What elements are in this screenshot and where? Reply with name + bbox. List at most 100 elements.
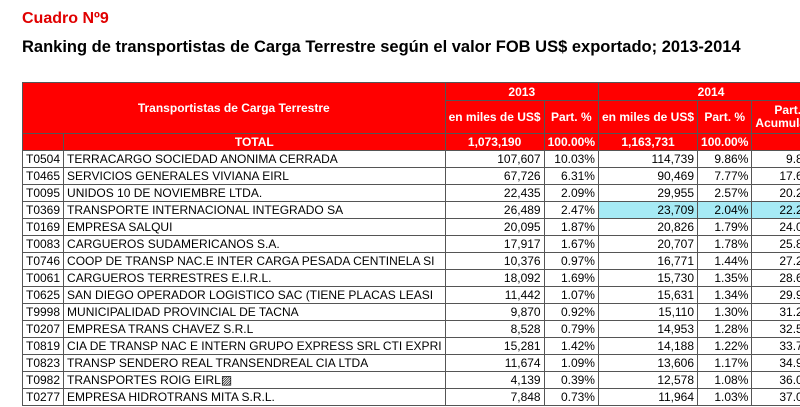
cell-value-2013: 11,674 (444, 354, 545, 372)
cell-code: T0169 (21, 218, 65, 236)
cell-part-2014: 1.44% (697, 252, 753, 270)
total-value-2013: 1,073,190 (444, 133, 545, 151)
cell-name: TRANSPORTES ROIG EIRL▨ (63, 371, 446, 389)
header-part-2013: Part. % (543, 100, 599, 134)
cell-value-2013: 15,281 (444, 337, 545, 355)
table-row: T0625 SAN DIEGO OPERADOR LOGISTICO SAC (T… (21, 286, 800, 304)
cell-code: T0746 (21, 252, 65, 270)
cell-value-2014: 90,469 (597, 167, 699, 185)
table-number: Cuadro Nº9 (22, 10, 109, 27)
cell-part-2014: 1.17% (697, 354, 753, 372)
total-code (21, 133, 65, 151)
total-part-2013: 100.00% (543, 133, 599, 151)
cell-value-2013: 17,917 (444, 235, 545, 253)
cell-name: TRANSPORTE INTERNACIONAL INTEGRADO SA (63, 201, 446, 219)
table-row: T0207 EMPRESA TRANS CHAVEZ S.R.L 8,528 0.79… (21, 320, 800, 338)
cell-part-acum: 17.63% (751, 167, 800, 185)
cell-name: CARGUEROS TERRESTRES E.I.R.L. (63, 269, 446, 287)
cell-code: T0061 (21, 269, 65, 287)
header-value-2013: en miles de US$ (444, 100, 545, 134)
cell-part-acum: 32.53% (751, 320, 800, 338)
cell-part-2013: 1.69% (543, 269, 599, 287)
cell-part-2013: 10.03% (543, 150, 599, 168)
cell-value-2014: 114,739 (597, 150, 699, 168)
table-row: T0277 EMPRESA HIDROTRANS MITA S.R.L. 7,848… (21, 388, 800, 406)
cell-value-2013: 107,607 (444, 150, 545, 168)
total-value-2014: 1,163,731 (597, 133, 699, 151)
cell-part-acum: 37.03% (751, 388, 800, 406)
cell-part-acum: 22.24% (751, 201, 800, 219)
cell-part-acum: 27.26% (751, 252, 800, 270)
cell-value-2014: 16,771 (597, 252, 699, 270)
cell-value-2013: 67,726 (444, 167, 545, 185)
cell-part-2013: 6.31% (543, 167, 599, 185)
cell-part-2013: 0.92% (543, 303, 599, 321)
cell-value-2014: 23,709 (597, 201, 699, 219)
cell-code: T0277 (21, 388, 65, 406)
table-row: T0369 TRANSPORTE INTERNACIONAL INTEGRADO … (21, 201, 800, 219)
table-row: T0169 EMPRESA SALQUI 20,095 1.87% 20,826 1.79… (21, 218, 800, 236)
cell-value-2014: 29,955 (597, 184, 699, 202)
cell-code: T0819 (21, 337, 65, 355)
table-row: T0061 CARGUEROS TERRESTRES E.I.R.L. 18,092… (21, 269, 800, 287)
header-2013: 2013 (444, 82, 599, 101)
cell-part-2013: 1.42% (543, 337, 599, 355)
table-row: T0746 COOP DE TRANSP NAC.E INTER CARGA PE… (21, 252, 800, 270)
ranking-table: Transportistas de Carga Terrestre 2013 2… (21, 82, 800, 406)
cell-part-2014: 1.08% (697, 371, 753, 389)
cell-value-2014: 20,707 (597, 235, 699, 253)
cell-part-2013: 0.39% (543, 371, 599, 389)
cell-part-acum: 31.25% (751, 303, 800, 321)
cell-code: T0369 (21, 201, 65, 219)
cell-code: T0504 (21, 150, 65, 168)
cell-value-2013: 11,442 (444, 286, 545, 304)
cell-part-2014: 1.03% (697, 388, 753, 406)
cell-name: MUNICIPALIDAD PROVINCIAL DE TACNA (63, 303, 446, 321)
cell-code: T0083 (21, 235, 65, 253)
cell-name: SERVICIOS GENERALES VIVIANA EIRL (63, 167, 446, 185)
cell-part-2013: 1.67% (543, 235, 599, 253)
cell-value-2013: 4,139 (444, 371, 545, 389)
table-row: T0982 TRANSPORTES ROIG EIRL▨ 4,139 0.39% 12,… (21, 371, 800, 389)
cell-value-2013: 8,528 (444, 320, 545, 338)
table-title: Ranking de transportistas de Carga Terre… (22, 38, 741, 56)
table-row: T0095 UNIDOS 10 DE NOVIEMBRE LTDA. 22,435 2… (21, 184, 800, 202)
cell-value-2013: 10,376 (444, 252, 545, 270)
cell-value-2014: 11,964 (597, 388, 699, 406)
cell-part-2014: 1.28% (697, 320, 753, 338)
cell-name: CARGUEROS SUDAMERICANOS S.A. (63, 235, 446, 253)
cell-part-2013: 0.97% (543, 252, 599, 270)
total-label: TOTAL (63, 133, 446, 151)
table-row: T0083 CARGUEROS SUDAMERICANOS S.A. 17,917 1… (21, 235, 800, 253)
cell-value-2014: 12,578 (597, 371, 699, 389)
cell-part-acum: 9.86% (751, 150, 800, 168)
cell-value-2013: 22,435 (444, 184, 545, 202)
total-part-2014: 100.00% (697, 133, 753, 151)
cell-name: CIA DE TRANSP NAC E INTERN GRUPO EXPRESS… (63, 337, 446, 355)
cell-value-2013: 18,092 (444, 269, 545, 287)
cell-value-2014: 20,826 (597, 218, 699, 236)
cell-part-2014: 1.78% (697, 235, 753, 253)
cell-part-acum: 28.61% (751, 269, 800, 287)
cell-code: T9998 (21, 303, 65, 321)
cell-part-2014: 2.04% (697, 201, 753, 219)
table-row: T0504 TERRACARGO SOCIEDAD ANONIMA CERRADA… (21, 150, 800, 168)
table-row: T0823 TRANSP SENDERO REAL TRANSENDREAL CI… (21, 354, 800, 372)
cell-code: T0207 (21, 320, 65, 338)
cell-part-2013: 1.09% (543, 354, 599, 372)
cell-part-2014: 2.57% (697, 184, 753, 202)
cell-part-2014: 1.22% (697, 337, 753, 355)
cell-part-2014: 1.34% (697, 286, 753, 304)
cell-name: UNIDOS 10 DE NOVIEMBRE LTDA. (63, 184, 446, 202)
header-transportistas: Transportistas de Carga Terrestre (22, 82, 446, 134)
cell-value-2014: 14,188 (597, 337, 699, 355)
table-row: T0819 CIA DE TRANSP NAC E INTERN GRUPO EX… (21, 337, 800, 355)
cell-name: COOP DE TRANSP NAC.E INTER CARGA PESADA … (63, 252, 446, 270)
cell-name: EMPRESA TRANS CHAVEZ S.R.L (63, 320, 446, 338)
cell-name: TERRACARGO SOCIEDAD ANONIMA CERRADA (63, 150, 446, 168)
header-acum: Part. Acumulada (751, 100, 800, 134)
table-row: T0465 SERVICIOS GENERALES VIVIANA EIRL 67,… (21, 167, 800, 185)
cell-part-2013: 0.79% (543, 320, 599, 338)
cell-part-2013: 0.73% (543, 388, 599, 406)
cell-value-2013: 20,095 (444, 218, 545, 236)
